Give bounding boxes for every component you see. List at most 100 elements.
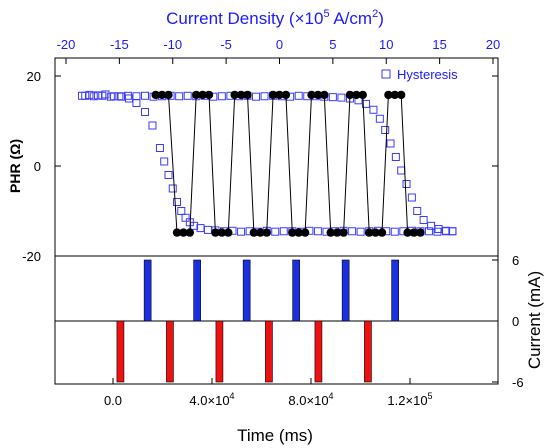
hysteresis-point [237,227,246,236]
pulse-response-point [198,90,207,100]
hysteresis-point [115,92,124,101]
negative-pulse-bar [314,320,323,383]
hysteresis-point [381,126,390,134]
pulse-response-point [185,228,195,237]
pulse-response-point [345,90,355,100]
pulse-response-point [211,228,220,237]
positive-pulse-bar [341,259,350,322]
top-axis-title: Current Density (×105 A/cm2) [166,8,384,28]
pulse-response-point [300,228,310,237]
hysteresis-point [413,207,422,215]
hysteresis-point [106,92,115,101]
legend-label: Hysteresis [397,67,458,82]
hysteresis-point [183,91,192,100]
pulse-response-point [326,228,335,237]
hysteresis-point [390,227,399,236]
hysteresis-point [369,105,378,114]
hysteresis-point [173,198,182,206]
pulse-response-point [249,228,259,237]
hysteresis-point [140,91,149,100]
top-axis-title-end: ) [378,9,384,28]
negative-pulse-bar [116,320,125,383]
top-axis-tick-label: -5 [220,37,232,52]
hysteresis-point [402,180,411,188]
hysteresis-point [252,92,261,101]
pulse-response-point [377,228,387,237]
hysteresis-point [85,90,94,99]
hysteresis-point [407,193,416,202]
top-axis-tick-label: -10 [163,37,182,52]
pulse-response-point [358,90,367,100]
pulse-response-point [230,90,239,100]
hysteresis-point [148,121,157,130]
pulse-response-point [320,90,329,100]
pulse-response-point [332,228,342,237]
positive-pulse-bar [292,259,300,322]
tick-mantissa: 1.2×10 [387,393,427,408]
hysteresis-point [98,91,107,100]
hysteresis-point [81,91,90,100]
hysteresis-point [337,93,346,102]
current-pulses [116,259,399,383]
positive-pulse-bar [242,259,251,322]
bottom-axis-tick-label: 1.2×105 [387,391,432,408]
hysteresis-point [217,92,226,101]
pulse-response-point [268,90,278,100]
bottom-panel-frame [54,255,499,385]
negative-pulse-bar [166,320,174,383]
pulse-response-point [364,228,374,237]
pulse-response-series [151,90,425,237]
top-panel-ytick-label: -20 [22,249,41,264]
hysteresis-point [375,114,384,123]
hysteresis-point [328,93,337,102]
negative-pulse-bar [215,320,224,383]
bottom-panel-yticks: 6 0 -6 [55,253,524,390]
top-axis-ticks: -20 -15 -10 -5 0 5 10 15 20 [57,37,500,64]
top-axis-tick-label: 20 [486,37,500,52]
tick-exponent: 4 [329,391,334,401]
hysteresis-point [397,166,406,175]
bottom-panel-xticks: 0.0 4.0×104 8.0×104 1.2×105 [104,378,433,408]
hysteresis-point [419,216,428,224]
bottom-axis-tick-label: 0.0 [104,393,122,408]
pulse-response-point [416,228,425,237]
pulse-response-point [352,90,361,100]
pulse-response-point [313,90,323,100]
tick-exponent: 5 [428,391,433,401]
pulse-response-point [307,90,316,100]
pulse-response-point [157,90,167,100]
top-axis-tick-label: 0 [276,37,283,52]
pulse-response-point [224,228,233,237]
hysteresis-point [132,92,141,101]
hysteresis-point [132,99,141,107]
bottom-axis-tick-label: 8.0×104 [288,391,333,408]
negative-pulse-bar [364,320,372,383]
top-axis-tick-label: -15 [110,37,129,52]
pulse-response-point [384,90,393,100]
hysteresis-point [391,153,400,161]
pulse-response-point [256,228,265,237]
hysteresis-point [168,184,177,193]
pulse-response-point [339,228,348,237]
pulse-response-point [281,90,291,100]
hysteresis-point [424,227,433,236]
legend-marker [381,69,391,79]
top-axis-tick-label: 5 [329,37,336,52]
legend: Hysteresis [381,67,458,82]
top-axis: Current Density (×105 A/cm2) -20 -15 -10 -5… [57,8,500,64]
pulse-response-point [396,90,406,100]
hysteresis-point [356,227,365,236]
top-panel-ytick-label: 0 [34,159,41,174]
pulse-response-point [288,228,297,237]
hysteresis-point [294,91,303,100]
pulse-response-point [294,228,303,237]
bottom-panel-ytick-label: 6 [512,253,519,268]
hysteresis-point [164,171,173,179]
pulse-response-point [262,228,271,237]
hysteresis-point [348,227,357,236]
top-panel-ytick-label: 20 [27,69,41,84]
hysteresis-point [140,108,149,116]
bottom-panel-xlabel: Time (ms) [237,426,313,445]
top-panel-frame [54,57,499,257]
top-axis-title-sup2: 2 [372,8,378,20]
